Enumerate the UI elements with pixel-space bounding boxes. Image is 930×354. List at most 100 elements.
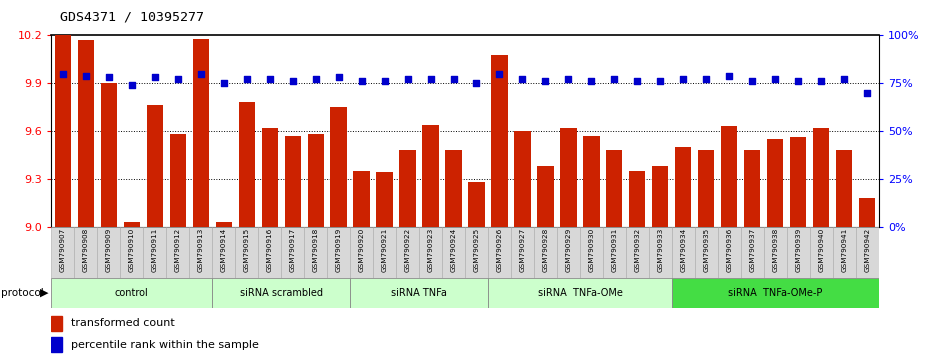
Text: GSM790915: GSM790915 bbox=[244, 228, 249, 272]
Bar bbox=[534, 227, 557, 278]
Text: GSM790907: GSM790907 bbox=[60, 228, 66, 272]
Text: GSM790929: GSM790929 bbox=[565, 228, 571, 272]
Bar bbox=[465, 227, 488, 278]
Text: GSM790917: GSM790917 bbox=[289, 228, 296, 272]
Point bbox=[377, 79, 392, 84]
Text: siRNA TNFa: siRNA TNFa bbox=[392, 288, 447, 298]
Point bbox=[101, 75, 116, 80]
Bar bbox=[330, 107, 347, 227]
Text: GSM790922: GSM790922 bbox=[405, 228, 410, 272]
Bar bbox=[396, 227, 419, 278]
Text: siRNA scrambled: siRNA scrambled bbox=[240, 288, 323, 298]
Bar bbox=[422, 125, 439, 227]
Bar bbox=[671, 227, 695, 278]
Point bbox=[584, 79, 599, 84]
Point bbox=[125, 82, 140, 88]
Bar bbox=[51, 337, 62, 352]
Text: GSM790909: GSM790909 bbox=[106, 228, 112, 272]
Bar bbox=[124, 222, 140, 227]
Text: GSM790941: GSM790941 bbox=[842, 228, 847, 272]
Point bbox=[216, 80, 231, 86]
Bar bbox=[561, 128, 577, 227]
Point bbox=[837, 76, 852, 82]
Text: GSM790927: GSM790927 bbox=[520, 228, 525, 272]
Point bbox=[239, 76, 254, 82]
Bar bbox=[722, 126, 737, 227]
Bar bbox=[741, 227, 764, 278]
Text: GSM790914: GSM790914 bbox=[220, 228, 227, 272]
Bar bbox=[74, 227, 97, 278]
Bar bbox=[100, 83, 116, 227]
Bar bbox=[442, 227, 465, 278]
Bar bbox=[373, 227, 396, 278]
Text: GSM790916: GSM790916 bbox=[267, 228, 272, 272]
Point bbox=[423, 76, 438, 82]
Point bbox=[262, 76, 277, 82]
Bar bbox=[400, 150, 416, 227]
Text: GSM790925: GSM790925 bbox=[473, 228, 480, 272]
Point bbox=[469, 80, 484, 86]
Bar bbox=[377, 172, 392, 227]
Bar bbox=[698, 150, 714, 227]
Text: GSM790923: GSM790923 bbox=[428, 228, 433, 272]
Bar bbox=[469, 182, 485, 227]
Bar bbox=[583, 136, 600, 227]
Point bbox=[308, 76, 323, 82]
Bar bbox=[97, 227, 120, 278]
Text: GSM790913: GSM790913 bbox=[197, 228, 204, 272]
Bar bbox=[626, 227, 649, 278]
Bar bbox=[557, 227, 580, 278]
Bar bbox=[166, 227, 189, 278]
Point bbox=[55, 71, 70, 76]
Point bbox=[745, 79, 760, 84]
Text: percentile rank within the sample: percentile rank within the sample bbox=[71, 339, 259, 350]
Bar bbox=[833, 227, 856, 278]
Text: GSM790932: GSM790932 bbox=[634, 228, 641, 272]
Point bbox=[147, 75, 162, 80]
Bar bbox=[238, 102, 255, 227]
Bar bbox=[77, 40, 94, 227]
Text: siRNA  TNFa-OMe: siRNA TNFa-OMe bbox=[538, 288, 622, 298]
Point bbox=[538, 79, 553, 84]
Text: GSM790934: GSM790934 bbox=[681, 228, 686, 272]
Bar bbox=[258, 227, 281, 278]
Bar bbox=[814, 128, 830, 227]
Text: GSM790937: GSM790937 bbox=[750, 228, 755, 272]
Point bbox=[193, 71, 208, 76]
Bar bbox=[652, 166, 669, 227]
Bar bbox=[606, 150, 622, 227]
Bar bbox=[511, 227, 534, 278]
Bar bbox=[671, 278, 879, 308]
Point bbox=[400, 76, 415, 82]
Text: GSM790924: GSM790924 bbox=[450, 228, 457, 272]
Point bbox=[331, 75, 346, 80]
Text: transformed count: transformed count bbox=[71, 318, 175, 329]
Bar bbox=[718, 227, 741, 278]
Bar bbox=[261, 128, 278, 227]
Bar bbox=[488, 227, 511, 278]
Point bbox=[286, 79, 300, 84]
Text: ▶: ▶ bbox=[40, 288, 48, 298]
Text: GSM790912: GSM790912 bbox=[175, 228, 180, 272]
Bar bbox=[649, 227, 671, 278]
Text: GSM790939: GSM790939 bbox=[795, 228, 802, 272]
Bar bbox=[580, 227, 603, 278]
Bar bbox=[350, 278, 488, 308]
Text: GSM790942: GSM790942 bbox=[864, 228, 870, 272]
Point bbox=[768, 76, 783, 82]
Bar bbox=[353, 171, 369, 227]
Text: GSM790940: GSM790940 bbox=[818, 228, 824, 272]
Bar bbox=[55, 35, 71, 227]
Text: GSM790920: GSM790920 bbox=[359, 228, 365, 272]
Text: GSM790911: GSM790911 bbox=[152, 228, 157, 272]
Bar bbox=[350, 227, 373, 278]
Point bbox=[492, 71, 507, 76]
Point bbox=[354, 79, 369, 84]
Bar bbox=[836, 150, 853, 227]
Text: GDS4371 / 10395277: GDS4371 / 10395277 bbox=[60, 11, 205, 24]
Point bbox=[561, 76, 576, 82]
Point bbox=[630, 79, 644, 84]
Bar bbox=[143, 227, 166, 278]
Point bbox=[170, 76, 185, 82]
Bar bbox=[327, 227, 350, 278]
